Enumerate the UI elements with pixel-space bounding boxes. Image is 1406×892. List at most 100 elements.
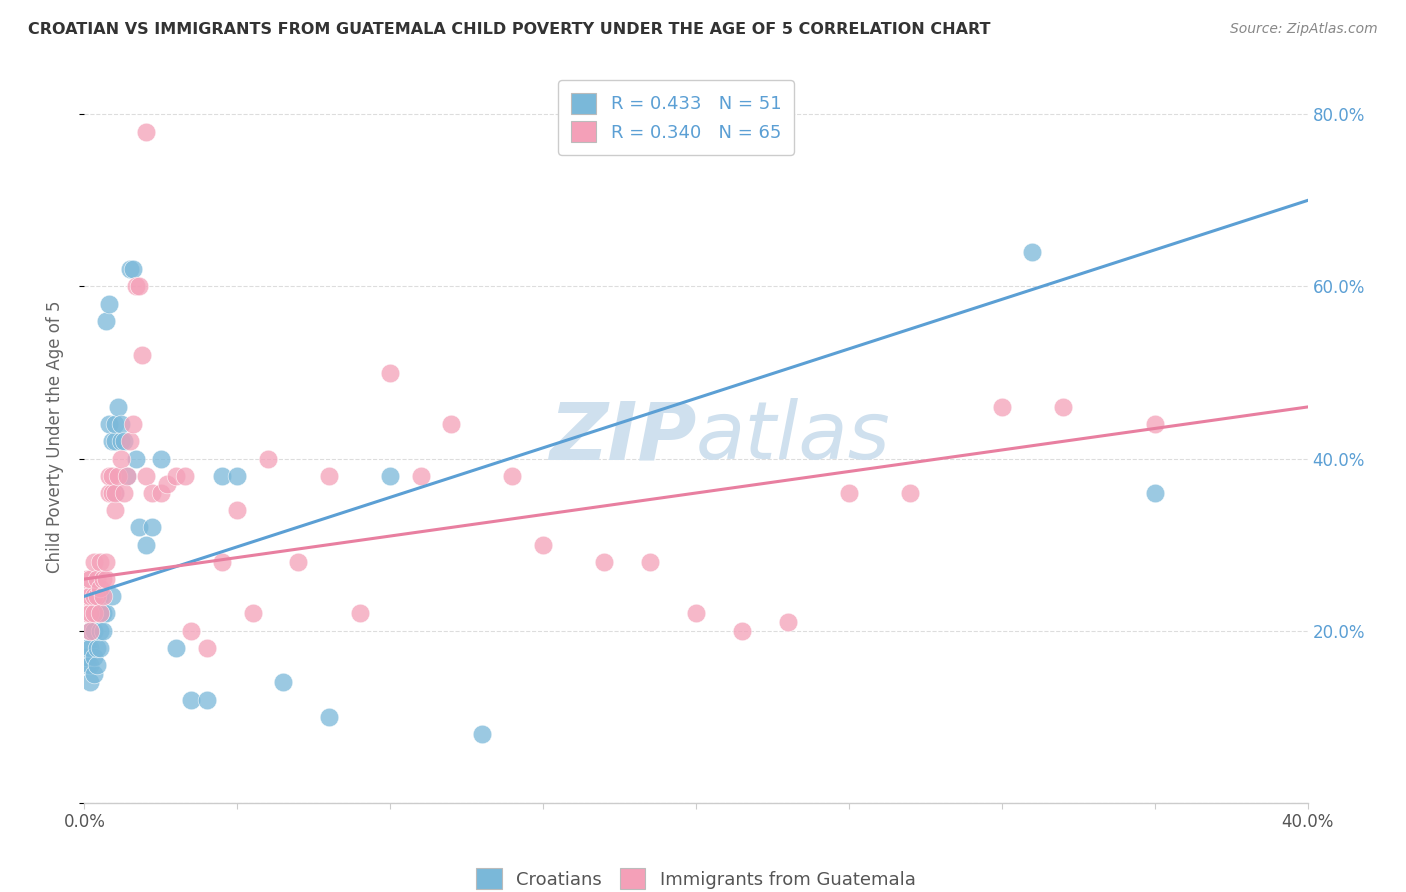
Point — [79, 607, 101, 621]
Point — [135, 468, 157, 483]
Point — [79, 658, 101, 673]
Point — [128, 279, 150, 293]
Point — [115, 468, 138, 483]
Point — [1021, 245, 1043, 260]
Point — [226, 468, 249, 483]
Point — [257, 451, 280, 466]
Point — [101, 486, 124, 500]
Point — [991, 400, 1014, 414]
Point — [122, 417, 145, 432]
Point — [86, 607, 108, 621]
Point — [156, 477, 179, 491]
Point — [125, 279, 148, 293]
Point — [128, 520, 150, 534]
Point — [76, 640, 98, 655]
Point — [94, 314, 117, 328]
Point — [112, 434, 135, 449]
Point — [97, 486, 120, 500]
Point — [165, 468, 187, 483]
Point — [86, 658, 108, 673]
Point — [79, 589, 101, 603]
Point — [97, 417, 120, 432]
Point — [141, 486, 163, 500]
Point — [104, 434, 127, 449]
Point — [838, 486, 860, 500]
Point — [122, 262, 145, 277]
Point — [79, 624, 101, 638]
Point — [76, 589, 98, 603]
Point — [195, 640, 218, 655]
Point — [94, 607, 117, 621]
Point — [110, 451, 132, 466]
Point — [110, 417, 132, 432]
Point — [380, 366, 402, 380]
Point — [440, 417, 463, 432]
Point — [731, 624, 754, 638]
Point — [135, 538, 157, 552]
Point — [76, 607, 98, 621]
Point — [502, 468, 524, 483]
Point — [89, 607, 111, 621]
Point — [287, 555, 309, 569]
Point — [79, 675, 101, 690]
Point — [380, 468, 402, 483]
Point — [89, 624, 111, 638]
Point — [211, 468, 233, 483]
Point — [79, 572, 101, 586]
Point — [471, 727, 494, 741]
Point — [409, 468, 432, 483]
Point — [83, 624, 105, 638]
Point — [531, 538, 554, 552]
Point — [104, 417, 127, 432]
Point — [165, 640, 187, 655]
Point — [83, 649, 105, 664]
Text: Source: ZipAtlas.com: Source: ZipAtlas.com — [1230, 22, 1378, 37]
Point — [349, 607, 371, 621]
Point — [83, 589, 105, 603]
Point — [271, 675, 294, 690]
Point — [104, 503, 127, 517]
Point — [89, 607, 111, 621]
Point — [79, 640, 101, 655]
Point — [593, 555, 616, 569]
Point — [195, 692, 218, 706]
Point — [115, 468, 138, 483]
Point — [89, 589, 111, 603]
Point — [120, 262, 142, 277]
Point — [149, 451, 172, 466]
Point — [174, 468, 197, 483]
Point — [76, 658, 98, 673]
Point — [107, 468, 129, 483]
Point — [101, 468, 124, 483]
Point — [242, 607, 264, 621]
Point — [180, 692, 202, 706]
Point — [86, 640, 108, 655]
Point — [101, 589, 124, 603]
Point — [135, 125, 157, 139]
Point — [89, 581, 111, 595]
Point — [1143, 417, 1166, 432]
Point — [91, 607, 114, 621]
Point — [104, 486, 127, 500]
Point — [91, 572, 114, 586]
Point — [318, 710, 340, 724]
Point — [125, 451, 148, 466]
Text: CROATIAN VS IMMIGRANTS FROM GUATEMALA CHILD POVERTY UNDER THE AGE OF 5 CORRELATI: CROATIAN VS IMMIGRANTS FROM GUATEMALA CH… — [28, 22, 991, 37]
Y-axis label: Child Poverty Under the Age of 5: Child Poverty Under the Age of 5 — [45, 301, 63, 574]
Point — [131, 348, 153, 362]
Point — [79, 624, 101, 638]
Point — [226, 503, 249, 517]
Text: ZIP: ZIP — [548, 398, 696, 476]
Point — [120, 434, 142, 449]
Point — [180, 624, 202, 638]
Point — [149, 486, 172, 500]
Point — [76, 572, 98, 586]
Point — [89, 555, 111, 569]
Legend: Croatians, Immigrants from Guatemala: Croatians, Immigrants from Guatemala — [464, 855, 928, 892]
Point — [211, 555, 233, 569]
Point — [104, 486, 127, 500]
Point — [94, 572, 117, 586]
Point — [83, 607, 105, 621]
Point — [83, 555, 105, 569]
Point — [107, 400, 129, 414]
